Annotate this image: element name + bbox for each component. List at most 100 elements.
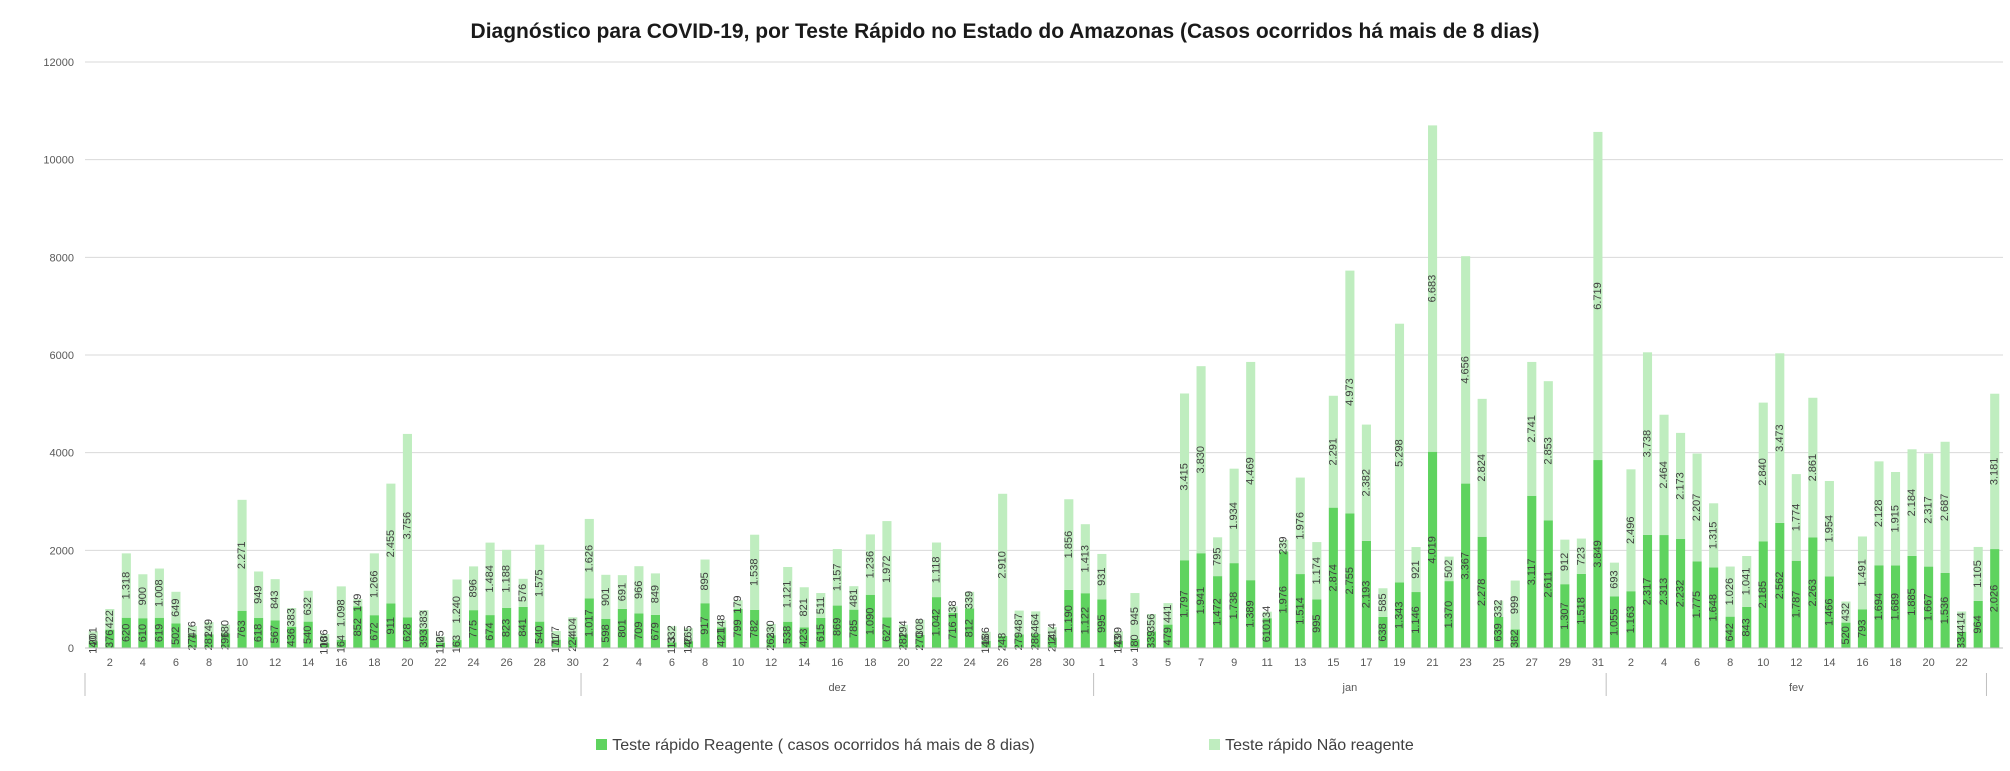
data-label-nao-reagente: 2.910 xyxy=(997,551,1009,579)
bar-reagente xyxy=(1246,580,1256,648)
data-label-nao-reagente: 849 xyxy=(649,585,661,603)
data-label-nao-reagente: 1.121 xyxy=(782,581,794,609)
data-label-nao-reagente: 176 xyxy=(186,621,198,639)
bar-reagente xyxy=(1461,483,1471,648)
data-label-reagente: 382 xyxy=(1509,629,1521,647)
data-label-nao-reagente: 895 xyxy=(699,572,711,590)
data-label-reagente: 709 xyxy=(633,622,645,640)
bar-nao-reagente xyxy=(535,544,545,622)
data-label-nao-reagente: 1.976 xyxy=(1294,512,1306,540)
data-label-reagente: 140 xyxy=(87,635,99,653)
bar-reagente xyxy=(1510,629,1520,648)
data-label-reagente: 674 xyxy=(484,622,496,640)
bar-reagente xyxy=(783,621,793,648)
bar-nao-reagente xyxy=(650,573,660,615)
bar-reagente xyxy=(1031,634,1041,648)
legend: Teste rápido Reagente ( casos ocorridos … xyxy=(0,737,2010,755)
data-label-reagente: 3.117 xyxy=(1526,559,1538,586)
y-tick-label: 4000 xyxy=(50,448,74,460)
x-tick-label: 28 xyxy=(534,657,546,669)
data-label-nao-reagente: 186 xyxy=(980,627,992,645)
bar-nao-reagente xyxy=(965,591,975,609)
data-label-reagente: 1.797 xyxy=(1179,590,1191,618)
bar-nao-reagente xyxy=(485,542,495,616)
bar-nao-reagente xyxy=(700,559,710,604)
data-label-reagente: 2.317 xyxy=(1642,578,1654,606)
x-tick-label: 4 xyxy=(140,657,146,669)
data-label-reagente: 436 xyxy=(286,628,298,646)
bar-nao-reagente xyxy=(353,599,363,607)
data-label-reagente: 540 xyxy=(302,626,314,644)
bar-nao-reagente xyxy=(1543,381,1553,521)
bar-nao-reagente xyxy=(1692,453,1702,562)
data-label-nao-reagente: 1.236 xyxy=(864,551,876,579)
data-label-nao-reagente: 1.008 xyxy=(153,579,165,607)
data-label-nao-reagente: 896 xyxy=(468,579,480,597)
bar-reagente xyxy=(865,594,875,648)
data-label-nao-reagente: 214 xyxy=(1046,623,1058,641)
bar-reagente xyxy=(1642,534,1653,648)
data-label-nao-reagente: 723 xyxy=(1575,547,1587,565)
bar-reagente xyxy=(568,637,578,648)
bar-nao-reagente xyxy=(369,553,379,616)
bar-reagente xyxy=(1560,584,1570,648)
bar-nao-reagente xyxy=(1924,453,1934,567)
bar-nao-reagente xyxy=(1791,474,1801,561)
bar-nao-reagente xyxy=(1857,536,1868,610)
bar-nao-reagente xyxy=(419,610,429,629)
legend-item-nao-reagente: Teste rápido Não reagente xyxy=(1209,737,1414,755)
data-label-reagente: 1.689 xyxy=(1890,593,1902,621)
data-label-nao-reagente: 332 xyxy=(666,625,678,643)
data-label-nao-reagente: 3.756 xyxy=(401,512,413,540)
data-label-nao-reagente: 945 xyxy=(1129,607,1141,625)
bar-reagente xyxy=(270,620,280,648)
data-label-nao-reagente: 1.575 xyxy=(534,569,546,597)
data-label-reagente: 801 xyxy=(616,619,628,637)
bar-reagente xyxy=(700,603,710,648)
data-label-nao-reagente: 199 xyxy=(1112,627,1124,645)
bar-reagente xyxy=(1527,495,1537,648)
bar-reagente xyxy=(898,634,909,648)
data-label-nao-reagente: 2.207 xyxy=(1691,494,1703,522)
x-tick-label: 12 xyxy=(1790,657,1802,669)
bar-nao-reagente xyxy=(733,600,743,609)
bar-reagente xyxy=(1146,631,1157,648)
data-label-nao-reagente: 693 xyxy=(1608,570,1620,588)
data-label-nao-reagente: 1.240 xyxy=(451,596,463,624)
data-label-reagente: 1.370 xyxy=(1443,601,1455,629)
data-label-nao-reagente: 1.413 xyxy=(1079,545,1091,573)
bar-nao-reagente xyxy=(105,609,115,630)
data-label-nao-reagente: 6.719 xyxy=(1592,282,1604,310)
bar-reagente xyxy=(733,608,743,648)
data-label-reagente: 393 xyxy=(418,629,430,647)
data-label-reagente: 140 xyxy=(683,635,695,653)
bar-nao-reagente xyxy=(816,593,826,618)
x-tick-label: 15 xyxy=(1327,657,1339,669)
bar-reagente xyxy=(1659,535,1669,648)
x-tick-label: 1 xyxy=(1099,657,1105,669)
bar-nao-reagente xyxy=(1361,424,1371,541)
x-tick-label: 16 xyxy=(335,657,347,669)
data-label-nao-reagente: 921 xyxy=(1410,560,1422,578)
bar-nao-reagente xyxy=(204,622,214,635)
data-label-reagente: 502 xyxy=(170,627,182,645)
bar-reagente xyxy=(237,610,247,648)
data-label-nao-reagente: 2.382 xyxy=(1360,469,1372,497)
data-label-reagente: 274 xyxy=(186,632,198,650)
x-tick-label: 20 xyxy=(401,657,413,669)
data-label-nao-reagente: 1.315 xyxy=(1708,522,1720,550)
bar-nao-reagente xyxy=(1560,539,1570,585)
bar-reagente xyxy=(1279,551,1289,648)
bar-reagente xyxy=(1014,634,1024,648)
data-label-nao-reagente: 2.824 xyxy=(1476,454,1488,482)
data-label-reagente: 279 xyxy=(1013,632,1025,650)
data-label-reagente: 1.042 xyxy=(931,609,943,637)
data-label-reagente: 2.232 xyxy=(1675,580,1687,608)
data-label-reagente: 679 xyxy=(649,622,661,640)
data-label-reagente: 281 xyxy=(203,632,215,650)
bar-reagente xyxy=(816,617,826,648)
data-label-reagente: 782 xyxy=(749,620,761,638)
bar-reagente xyxy=(931,597,942,648)
bar-nao-reagente xyxy=(1808,397,1818,538)
